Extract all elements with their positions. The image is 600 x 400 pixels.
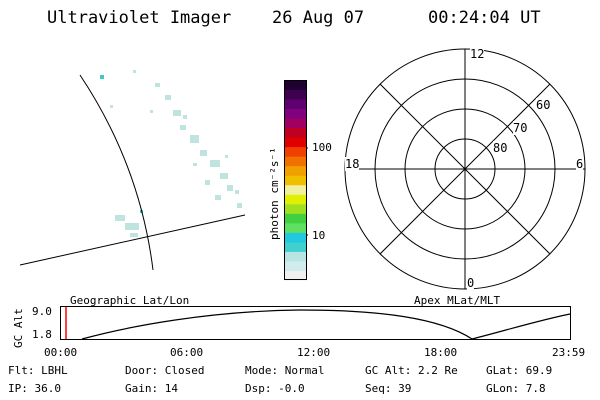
date-label: 26 Aug 07 [272,8,365,28]
track-xtick-1: 06:00 [170,346,204,359]
track-xtick-4: 23:59 [552,346,586,359]
altitude-curve [81,309,571,340]
mlt-label-0: 0 [467,276,475,290]
colorbar-cell [284,194,307,205]
status-seq: Seq: 39 [365,382,412,395]
aurora-emission-speckles [100,70,242,237]
colorbar-cell [284,146,307,157]
colorbar-cell [284,270,307,281]
colorbar-cell [284,89,307,100]
track-xtick-0: 00:00 [44,346,78,359]
status-filter: Flt: LBHL [8,364,68,377]
lat-label-60: 60 [536,98,551,112]
track-ytick-high: 9.0 [32,305,52,318]
mlt-label-12: 12 [470,47,485,61]
lat-label-70: 70 [513,121,528,135]
track-ylabel: GC Alt [12,308,25,348]
instrument-title: Ultraviolet Imager [47,8,232,28]
status-door: Door: Closed [125,364,205,377]
color-scale-frame [284,80,307,280]
track-xtick-2: 12:00 [297,346,331,359]
colorbar-cell [284,260,307,271]
color-scale-bar [284,80,308,281]
mlt-label-18: 18 [345,157,360,171]
colorbar-cell [284,203,307,214]
colorbar-cell [284,232,307,243]
colorbar-tick-10: 10 [312,229,326,242]
colorbar-tick-100: 100 [312,141,332,154]
colorbar-cell [284,127,307,138]
colorbar-cell [284,241,307,252]
track-left-title: Geographic Lat/Lon [70,294,190,307]
colorbar-cell [284,137,307,148]
track-frame [60,306,571,340]
status-glat: GLat: 69.9 [486,364,553,377]
lat-label-80: 80 [493,141,508,155]
track-xtick-3: 18:00 [424,346,458,359]
mlt-label-6: 6 [576,157,584,171]
meridian-diag-2 [379,83,551,255]
geographic-image-panel [19,70,246,271]
colorbar-cell [284,99,307,110]
status-gain: Gain: 14 [125,382,178,395]
terminator-curve [79,74,154,271]
status-mode: Mode: Normal [245,364,325,377]
status-gc-alt: GC Alt: 2.2 Re [365,364,458,377]
colorbar-cell [284,251,307,262]
colorbar-cell [284,184,307,195]
colorbar-cell [284,118,307,129]
status-dsp: Dsp: -0.0 [245,382,305,395]
colorbar-cell [284,175,307,186]
colorbar-unit-label: photon cm⁻²s⁻¹ [268,147,281,240]
colorbar-cell [284,108,307,119]
status-ip: IP: 36.0 [8,382,61,395]
colorbar-cell [284,222,307,233]
colorbar-cell [284,80,307,91]
colorbar-cell [284,156,307,167]
track-right-title: Apex MLat/MLT [414,294,501,307]
time-label: 00:24:04 UT [428,8,541,28]
colorbar-cell [284,213,307,224]
altitude-track-plot [60,306,571,340]
lat-lon-line [19,214,246,266]
status-glon: GLon: 7.8 [486,382,546,395]
polar-grid [344,48,586,290]
track-ytick-low: 1.8 [32,328,52,341]
colorbar-cell [284,165,307,176]
